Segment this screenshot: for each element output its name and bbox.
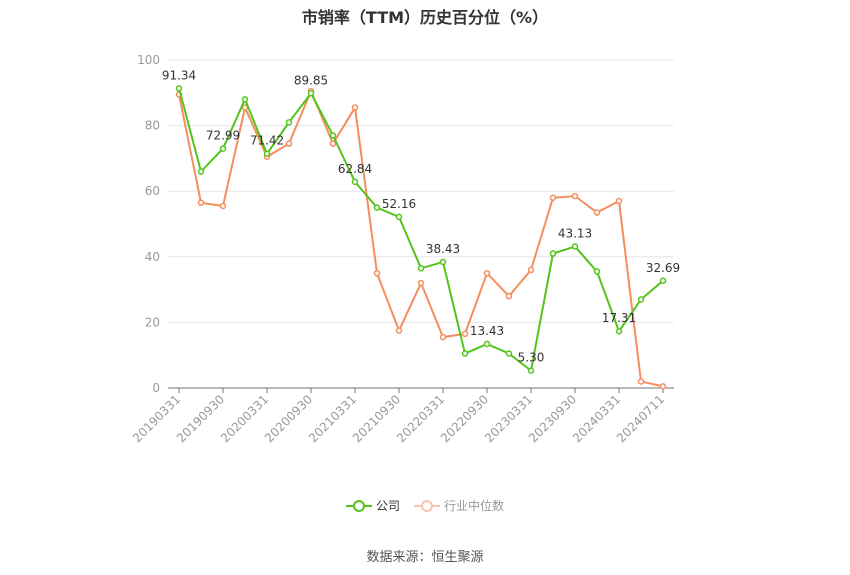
data-point[interactable] <box>285 119 293 126</box>
data-point[interactable] <box>659 383 667 390</box>
data-point[interactable] <box>373 269 381 277</box>
data-source: 数据来源：恒生聚源 <box>366 550 484 565</box>
data-point[interactable] <box>417 279 425 287</box>
legend-industry-line-icon <box>414 499 440 512</box>
y-tick-label: 100 <box>137 53 160 67</box>
data-point[interactable] <box>637 296 645 303</box>
data-point[interactable] <box>263 150 271 157</box>
data-point[interactable] <box>637 378 645 385</box>
x-axis: 2019033120190930202003312020093020210331… <box>130 387 674 445</box>
data-point[interactable] <box>593 209 601 216</box>
data-point[interactable] <box>483 269 491 277</box>
data-label: 32.69 <box>646 261 680 275</box>
data-point[interactable] <box>329 140 337 147</box>
data-series <box>175 85 667 390</box>
data-point[interactable] <box>219 145 227 152</box>
data-point[interactable] <box>373 204 381 211</box>
data-point[interactable] <box>307 90 315 97</box>
data-point[interactable] <box>461 330 469 338</box>
data-point[interactable] <box>351 104 359 111</box>
data-point[interactable] <box>395 213 403 221</box>
legend-company-line-icon <box>345 499 372 512</box>
data-point[interactable] <box>615 197 623 205</box>
y-tick-label: 40 <box>145 250 160 264</box>
data-point[interactable] <box>351 178 359 186</box>
data-point[interactable] <box>461 350 469 357</box>
data-label: 43.13 <box>558 227 592 241</box>
y-gridlines <box>168 59 674 323</box>
data-point[interactable] <box>197 168 205 175</box>
y-tick-label: 20 <box>145 315 160 329</box>
data-point[interactable] <box>615 327 623 335</box>
legend-item-industry-median[interactable]: 行业中位数 <box>414 497 504 514</box>
data-point[interactable] <box>505 292 513 300</box>
data-point[interactable] <box>175 85 183 92</box>
x-tick-label: 20240711 <box>614 392 667 445</box>
data-point[interactable] <box>571 192 579 200</box>
data-point[interactable] <box>549 250 557 257</box>
data-point[interactable] <box>285 140 293 147</box>
data-point[interactable] <box>241 96 249 103</box>
legend-industry-label: 行业中位数 <box>444 499 505 513</box>
data-label: 52.16 <box>382 197 416 211</box>
legend-company-label: 公司 <box>375 499 400 513</box>
data-label: 38.43 <box>426 242 460 256</box>
data-point[interactable] <box>571 243 579 250</box>
y-tick-label: 80 <box>145 119 160 133</box>
data-point[interactable] <box>329 132 337 139</box>
data-label: 71.42 <box>250 134 284 148</box>
data-point[interactable] <box>197 199 205 206</box>
data-point[interactable] <box>417 265 425 272</box>
y-tick-label: 0 <box>152 381 160 395</box>
data-point[interactable] <box>483 340 491 348</box>
y-axis: 0 20 40 60 80 100 <box>137 53 160 395</box>
data-label: 72.99 <box>206 129 240 143</box>
data-point[interactable] <box>659 277 667 285</box>
data-point[interactable] <box>439 333 447 341</box>
data-point[interactable] <box>593 268 601 275</box>
data-label: 89.85 <box>294 73 328 87</box>
data-label: 5.30 <box>518 351 545 365</box>
data-point[interactable] <box>527 367 535 374</box>
data-label: 91.34 <box>162 68 196 82</box>
data-point[interactable] <box>527 266 535 274</box>
data-point[interactable] <box>505 350 513 357</box>
legend: 公司 行业中位数 <box>0 497 850 514</box>
chart-title: 市销率（TTM）历史百分位（%） <box>301 8 549 27</box>
y-tick-label: 60 <box>145 184 160 198</box>
data-label: 62.84 <box>338 162 372 176</box>
data-point[interactable] <box>219 202 227 210</box>
data-point[interactable] <box>439 258 447 266</box>
data-point[interactable] <box>395 327 403 334</box>
data-label: 13.43 <box>470 324 504 338</box>
data-label: 17.31 <box>602 311 636 325</box>
data-point[interactable] <box>549 194 557 202</box>
legend-item-company[interactable]: 公司 <box>345 497 400 514</box>
data-labels: 91.34 72.99 71.42 89.85 62.84 52.16 38.43 13.43… <box>162 68 680 364</box>
